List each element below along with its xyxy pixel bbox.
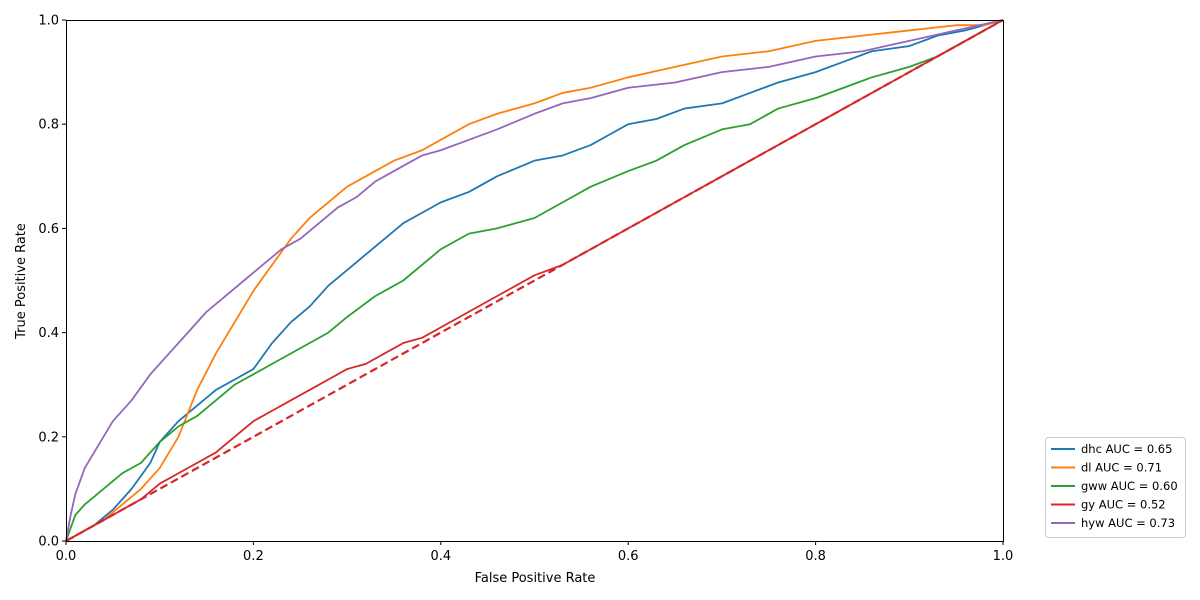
plot-frame (66, 20, 1004, 542)
x-tick-label: 0.6 (618, 549, 639, 564)
diagonal-reference-line (65, 19, 1004, 542)
series-layer (65, 19, 1004, 542)
y-tick-label: 0.4 (38, 326, 59, 341)
legend-box (1045, 437, 1186, 538)
x-axis-label: False Positive Rate (475, 571, 596, 586)
y-axis-label: True Positive Rate (14, 223, 29, 340)
series-line-dl (65, 19, 1004, 542)
x-tick-label: 1.0 (993, 549, 1014, 564)
x-tick-label: 0.4 (430, 549, 451, 564)
legend: dhc AUC = 0.65 dl AUC = 0.71 gww AUC = 0.6… (1045, 437, 1186, 538)
x-tick-label: 0.2 (243, 549, 264, 564)
legend-label: dhc AUC = 0.65 (1081, 442, 1172, 456)
series-line-hyw (65, 19, 1004, 542)
x-tick-label: 0.8 (805, 549, 826, 564)
legend-label: hyw AUC = 0.73 (1081, 516, 1175, 530)
y-tick-label: 0.6 (38, 222, 59, 237)
y-tick-label: 0.8 (38, 118, 59, 133)
x-tick-label: 0.0 (56, 549, 77, 564)
series-line-gww (65, 19, 1004, 542)
legend-label: gy AUC = 0.52 (1081, 498, 1166, 512)
y-tick-label: 0.2 (38, 430, 59, 445)
y-tick-label: 1.0 (38, 14, 59, 29)
legend-label: gww AUC = 0.60 (1081, 479, 1178, 493)
legend-label: dl AUC = 0.71 (1081, 461, 1162, 475)
axis-ticks: 0.0 0.2 0.4 0.6 0.8 1.0 0.0 0.2 0.4 0.6 0.8 1.0 (38, 14, 1013, 565)
series-line-dhc (65, 19, 1004, 542)
y-tick-label: 0.0 (38, 535, 59, 550)
